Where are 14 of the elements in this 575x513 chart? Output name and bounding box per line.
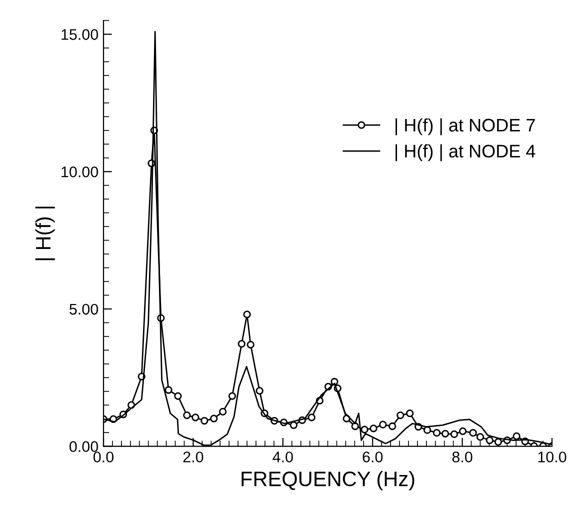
y-tick-label: 0.00 [70,441,98,452]
y-tick-label: 10.00 [62,166,98,178]
y-tick-label: 15.00 [62,29,98,40]
y-axis-title: | H(f) | [35,206,55,260]
x-tick-label: 4.0 [272,452,293,462]
legend-label: | H(f) | at NODE 7 [396,118,535,136]
x-tick-label: 10.0 [538,452,566,462]
x-tick-label: 8.0 [452,452,472,462]
legend-label: | H(f) | at NODE 4 [396,144,536,162]
x-axis-title: FREQUENCY (Hz) [242,470,414,490]
x-tick-label: 0.0 [93,452,114,462]
x-tick-label: 2.0 [183,452,204,462]
y-tick-label: 5.00 [70,304,98,315]
x-tick-label: 6.0 [362,452,383,462]
